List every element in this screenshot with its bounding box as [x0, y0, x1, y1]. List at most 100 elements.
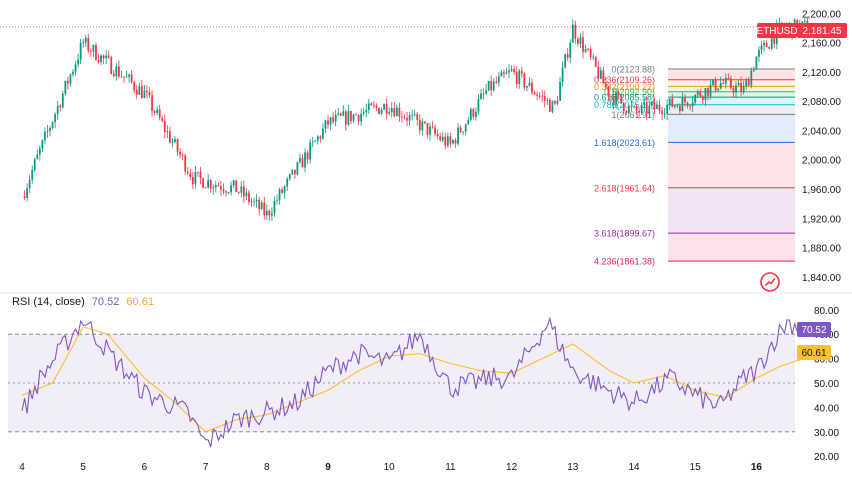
candle-body	[661, 110, 663, 115]
candle-body	[668, 98, 671, 105]
candle-body	[454, 140, 457, 144]
candle-body	[503, 72, 505, 74]
time-tick-label: 9	[325, 462, 331, 473]
candle-body	[319, 136, 322, 139]
candle-body	[304, 152, 306, 168]
candle-body	[574, 24, 577, 39]
candle-body	[54, 114, 57, 123]
candle-body	[342, 111, 345, 116]
candle-body	[72, 71, 74, 75]
candle-body	[390, 108, 393, 113]
price-pane[interactable]: 0(2123.88)0.236(2109.26)0.382(2100.22)0.…	[0, 0, 847, 292]
price-pane-background	[0, 0, 795, 292]
candle-body	[112, 73, 115, 77]
candle-body	[61, 93, 64, 108]
candle-body	[171, 142, 174, 143]
candle-body	[656, 104, 658, 110]
fib-zone	[668, 142, 795, 188]
candle-body	[110, 57, 113, 74]
candle-body	[630, 105, 633, 107]
candle-body	[569, 42, 572, 58]
symbol-price-tag: ETHUSD 2,181.45	[756, 23, 847, 38]
candle-body	[143, 90, 146, 98]
candle-body	[735, 85, 737, 93]
candle-body	[276, 200, 278, 202]
candle-body	[59, 105, 62, 108]
candle-body	[146, 90, 148, 93]
candle-body	[635, 106, 638, 111]
candle-body	[625, 111, 628, 113]
candle-body	[67, 80, 69, 84]
candle-body	[383, 104, 385, 110]
candle-body	[441, 136, 444, 141]
candle-body	[388, 112, 391, 114]
fibonacci-extension[interactable]: 0(2123.88)0.236(2109.26)0.382(2100.22)0.…	[594, 65, 795, 267]
candle-body	[742, 86, 745, 92]
candle-body	[691, 102, 694, 107]
candle-body	[355, 114, 357, 116]
candle-body	[684, 97, 686, 103]
candle-body	[722, 82, 725, 84]
rsi-legend-title: RSI (14, close)	[12, 296, 85, 308]
candle-body	[337, 113, 340, 115]
candle-body	[44, 131, 46, 141]
candle-body	[469, 109, 472, 120]
candle-body	[263, 202, 266, 216]
candle-body	[416, 114, 419, 120]
candle-body	[64, 80, 67, 94]
candle-body	[158, 109, 161, 119]
candle-body	[133, 82, 136, 90]
candle-body	[105, 55, 108, 59]
candle-body	[344, 111, 347, 125]
candle-body	[564, 54, 567, 68]
candle-body	[169, 131, 171, 143]
candle-body	[620, 95, 623, 104]
candle-body	[89, 50, 92, 52]
candle-body	[316, 136, 319, 141]
time-tick-label: 5	[80, 462, 86, 473]
candle-body	[462, 131, 465, 133]
candle-body	[82, 42, 85, 44]
candle-body	[523, 73, 526, 88]
candle-body	[528, 82, 531, 87]
rsi-legend[interactable]: RSI (14, close) 70.52 60.61	[12, 296, 158, 308]
price-tick-label: 1,920.00	[802, 214, 841, 225]
candle-body	[803, 20, 806, 22]
candle-body	[694, 95, 697, 103]
candle-body	[322, 128, 324, 139]
candle-body	[610, 96, 612, 97]
candle-body	[431, 126, 434, 128]
fib-level-label: 3.618(1899.67)	[594, 229, 655, 239]
symbol-tag-bg	[757, 23, 797, 38]
candle-body	[197, 171, 199, 173]
candle-body	[398, 107, 401, 117]
candle-body	[464, 124, 467, 132]
candle-body	[536, 94, 538, 96]
candle-body	[97, 60, 100, 63]
candle-body	[191, 177, 194, 184]
candle-body	[589, 49, 592, 57]
price-tick-label: 2,080.00	[802, 97, 841, 108]
candle-body	[495, 81, 498, 83]
candle-body	[477, 99, 480, 112]
candle-body	[490, 81, 493, 91]
price-axis[interactable]: 2,200.00 2,160.00 2,120.00 2,080.00 2,040.00…	[802, 9, 841, 284]
candle-body	[719, 82, 722, 89]
candle-body	[115, 66, 118, 77]
time-axis[interactable]: 4 5 6 7 8 9 10 11 12 13 14 15 16	[19, 462, 762, 473]
candle-body	[763, 42, 765, 46]
candle-body	[393, 108, 396, 117]
candle-body	[378, 107, 380, 114]
last-price-label: 2,181.45	[803, 26, 842, 37]
candle-body	[179, 151, 181, 155]
candle-body	[253, 201, 255, 203]
candle-body	[230, 185, 232, 193]
candle-body	[184, 155, 187, 172]
tradingview-logo-icon[interactable]	[759, 271, 781, 293]
candle-body	[436, 134, 439, 137]
candle-body	[615, 92, 618, 105]
candle-body	[633, 106, 635, 108]
candle-body	[485, 90, 487, 94]
